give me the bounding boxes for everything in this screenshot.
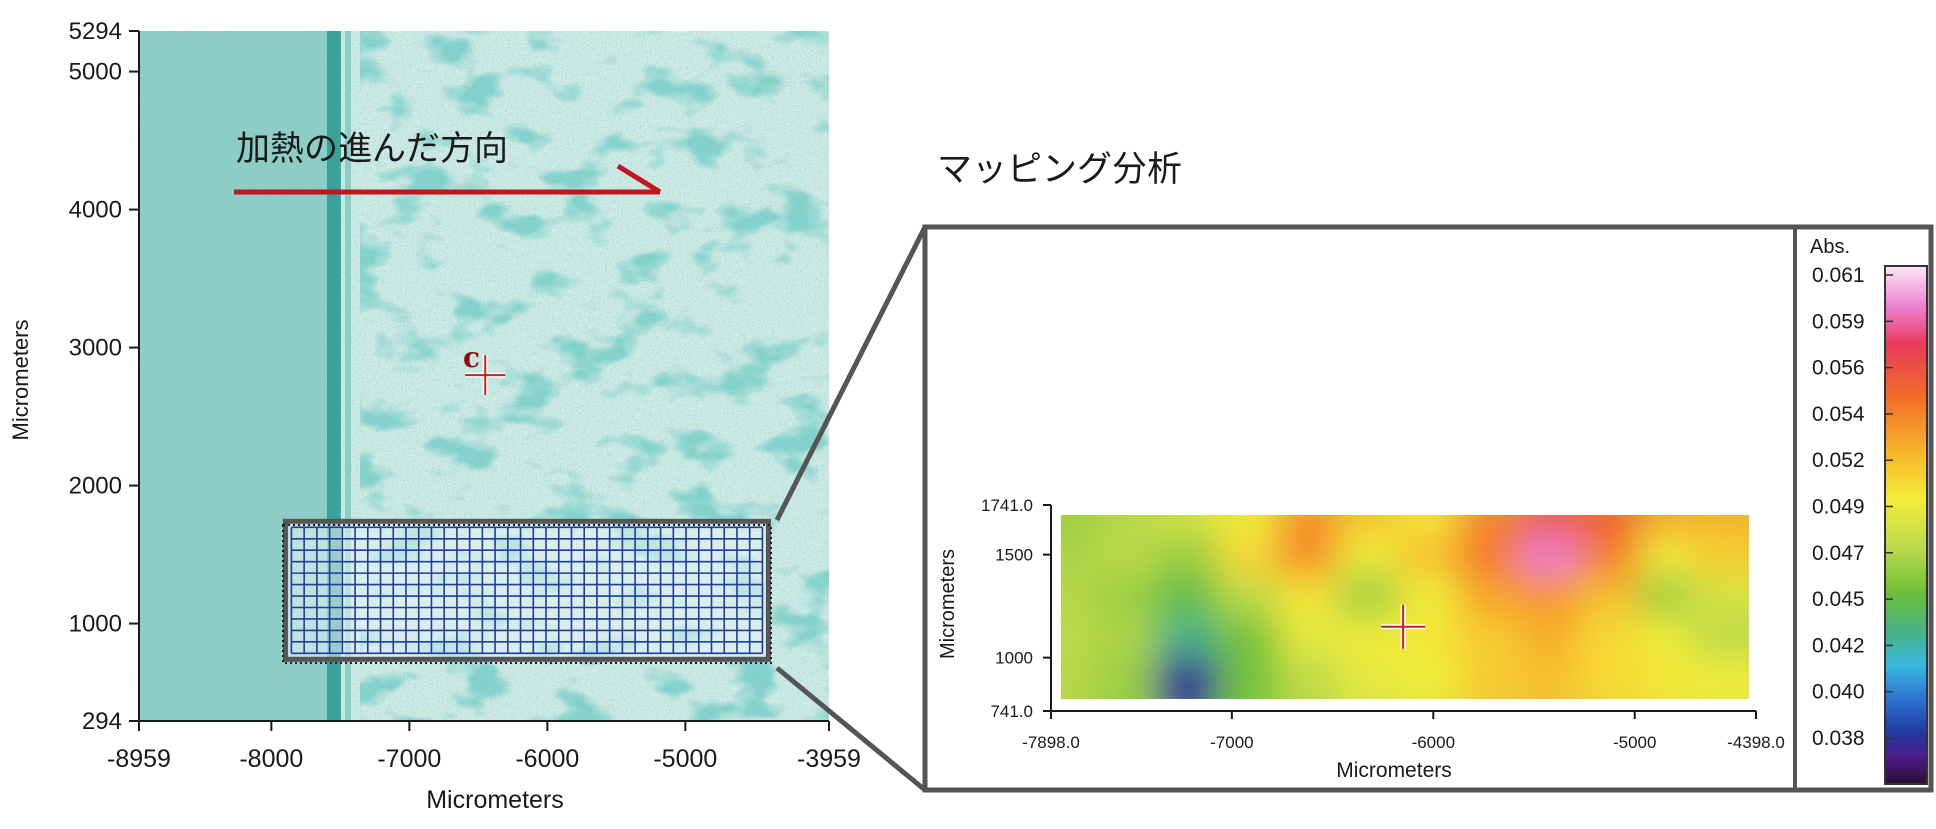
mapping-grid xyxy=(290,526,764,655)
left-y-axis-label: Micrometers xyxy=(8,319,33,440)
left-x-tick-label: -3959 xyxy=(797,745,861,773)
heating-direction-arrow xyxy=(234,163,662,195)
right-x-tick-label: -5000 xyxy=(1613,733,1656,752)
left-y-tick-label: 3000 xyxy=(69,335,122,362)
right-y-tick-label: 1741.0 xyxy=(981,496,1033,515)
mapping-panel-frame xyxy=(922,224,1934,793)
right-y-tick-label: 1000 xyxy=(995,649,1033,668)
colorbar-tick-label: 0.054 xyxy=(1812,403,1865,426)
colorbar-tick-label: 0.040 xyxy=(1812,681,1865,704)
heatmap xyxy=(1061,515,1749,699)
colorbar-tick-label: 0.042 xyxy=(1812,634,1865,657)
right-x-tick-label: -7898.0 xyxy=(1022,733,1080,752)
right-y-axis-label: Micrometers xyxy=(937,549,959,659)
mapping-region-frame xyxy=(282,518,771,662)
left-x-tick-label: -6000 xyxy=(515,745,579,773)
mapping-title: マッピング分析 xyxy=(937,150,1182,190)
colorbar-tick-label: 0.059 xyxy=(1812,310,1865,333)
heating-direction-label: 加熱の進んだ方向 xyxy=(236,129,508,169)
left-y-tick-label: 5000 xyxy=(69,59,122,86)
heatmap-cell xyxy=(1690,657,1749,699)
colorbar-tick-label: 0.047 xyxy=(1812,542,1865,565)
heatmap-crosshair xyxy=(1381,604,1426,649)
mapping-region xyxy=(282,518,772,664)
left-axes: -8959 -8000 -7000 -6000 -5000 -3959 294 1000 200… xyxy=(8,18,861,814)
colorbar-ticks: 0.061 0.059 0.056 0.054 0.052 0.049 0.047 0.045… xyxy=(1812,264,1893,750)
right-x-tick-label: -4398.0 xyxy=(1727,733,1785,752)
zoom-connector-top xyxy=(774,225,928,522)
right-x-tick-label: -6000 xyxy=(1412,733,1455,752)
zoom-connector-bottom xyxy=(775,666,927,792)
micrograph xyxy=(139,31,829,721)
left-y-tick-label: 2000 xyxy=(69,473,122,500)
colorbar-tick-label: 0.056 xyxy=(1812,357,1865,380)
mapping-region-inner-border xyxy=(282,524,772,664)
colorbar-label: Abs. xyxy=(1810,236,1850,258)
left-y-tick-label: 1000 xyxy=(69,611,122,638)
left-x-tick-label: -8959 xyxy=(107,745,171,773)
micrograph-crosshair xyxy=(465,355,506,396)
left-y-tick-label: 4000 xyxy=(69,197,122,224)
left-x-tick-label: -5000 xyxy=(653,745,717,773)
left-axis-ticks: -8959 -8000 -7000 -6000 -5000 -3959 294 1000 200… xyxy=(69,18,861,773)
left-x-tick-label: -8000 xyxy=(239,745,303,773)
point-marker-label: c xyxy=(463,341,480,374)
colorbar-gradient-bar xyxy=(1884,265,1928,785)
right-x-tick-label: -7000 xyxy=(1210,733,1253,752)
right-y-tick-label: 1500 xyxy=(995,546,1033,565)
left-y-tick-label: 5294 xyxy=(69,18,122,45)
colorbar-tick-label: 0.052 xyxy=(1812,449,1865,472)
colorbar-tick-label: 0.038 xyxy=(1812,727,1865,750)
left-x-axis-label: Micrometers xyxy=(426,786,564,814)
colorbar: Abs. 0.061 0.059 0.056 0.054 0.052 0.049 0.047… xyxy=(1810,236,1928,785)
left-x-tick-label: -7000 xyxy=(377,745,441,773)
heatmap-cells xyxy=(1061,515,1749,699)
colorbar-tick-label: 0.049 xyxy=(1812,496,1865,519)
right-axes: -7898.0 -7000 -6000 -5000 -4398.0 741.0 1000 15… xyxy=(937,496,1785,782)
colorbar-tick-label: 0.061 xyxy=(1812,264,1865,287)
boundary-stripe-2 xyxy=(345,31,351,721)
right-x-axis-label: Micrometers xyxy=(1336,759,1452,782)
left-y-tick-label: 294 xyxy=(82,708,122,735)
right-axis-ticks: -7898.0 -7000 -6000 -5000 -4398.0 741.0 1000 15… xyxy=(981,496,1785,752)
right-y-tick-label: 741.0 xyxy=(990,702,1033,721)
colorbar-tick-label: 0.045 xyxy=(1812,588,1865,611)
